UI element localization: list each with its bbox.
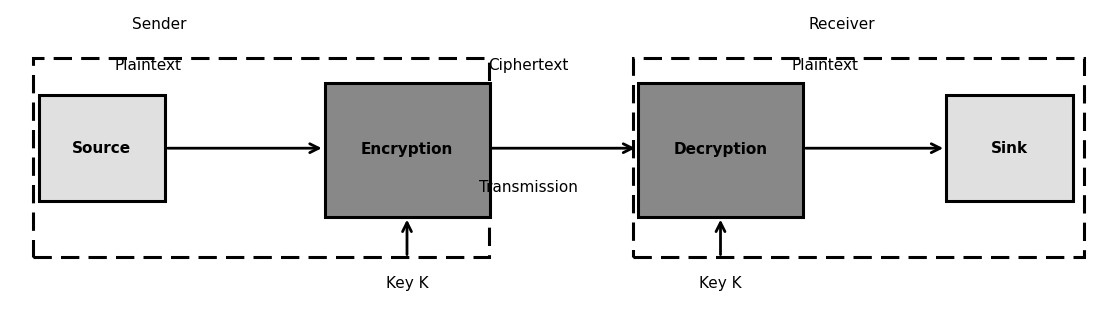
- Text: Source: Source: [73, 141, 131, 156]
- Text: Receiver: Receiver: [808, 17, 874, 32]
- Bar: [638, 83, 803, 217]
- Text: Plaintext: Plaintext: [116, 58, 182, 73]
- Text: Plaintext: Plaintext: [792, 58, 858, 73]
- Text: Key K: Key K: [386, 276, 428, 291]
- Bar: [632, 58, 1084, 257]
- Text: Ciphertext: Ciphertext: [487, 58, 569, 73]
- Text: Sender: Sender: [132, 17, 187, 32]
- Text: Key K: Key K: [700, 276, 741, 291]
- Text: Encryption: Encryption: [361, 142, 453, 157]
- Bar: [324, 83, 490, 217]
- Bar: [39, 95, 165, 201]
- Bar: [946, 95, 1072, 201]
- Text: Transmission: Transmission: [478, 180, 578, 195]
- Text: Sink: Sink: [991, 141, 1027, 156]
- Text: Decryption: Decryption: [673, 142, 768, 157]
- Bar: [33, 58, 490, 257]
